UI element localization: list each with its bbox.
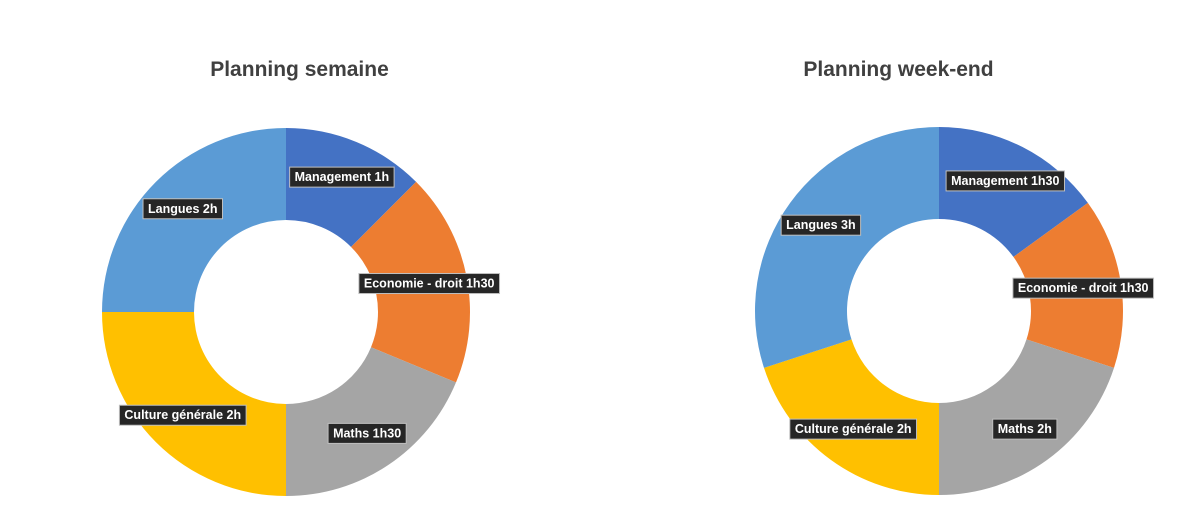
chart-planning-semaine: Planning semaine Management 1h Economie -… <box>102 58 501 496</box>
data-label-text: Culture générale 2h <box>124 408 241 422</box>
donut-chart: Management 1h30 Economie - droit 1h30 Math… <box>755 127 1155 495</box>
data-label-box <box>780 214 862 236</box>
data-label-culture-generale: Culture générale 2h <box>789 418 918 440</box>
data-label-economie-droit: Economie - droit 1h30 <box>358 273 501 295</box>
data-label-langues: Langues 2h <box>142 198 223 220</box>
data-label-box <box>945 170 1066 192</box>
data-label-maths: Maths 2h <box>992 418 1058 440</box>
data-label-text: Langues 2h <box>148 202 217 216</box>
donut-slice-langues <box>755 127 939 368</box>
data-label-box <box>142 198 223 220</box>
data-label-text: Langues 3h <box>786 218 855 232</box>
data-label-culture-generale: Culture générale 2h <box>118 404 247 426</box>
data-label-text: Management 1h30 <box>951 174 1059 188</box>
data-label-text: Maths 2h <box>998 422 1052 436</box>
data-label-text: Economie - droit 1h30 <box>364 277 495 291</box>
data-label-maths: Maths 1h30 <box>327 422 407 444</box>
data-label-box <box>327 422 407 444</box>
data-label-box <box>358 273 501 295</box>
data-label-management: Management 1h <box>289 166 395 188</box>
data-label-langues: Langues 3h <box>780 214 862 236</box>
donut-slice-management <box>939 127 1088 257</box>
data-label-management: Management 1h30 <box>945 170 1066 192</box>
data-label-text: Culture générale 2h <box>795 422 912 436</box>
chart-title: Planning week-end <box>803 58 994 81</box>
donut-slice-maths <box>939 339 1114 495</box>
data-label-box <box>992 418 1058 440</box>
data-label-box <box>1012 277 1155 299</box>
donut-chart: Management 1h Economie - droit 1h30 Maths … <box>102 128 501 496</box>
data-label-box <box>789 418 918 440</box>
donut-slice-culture-generale <box>764 339 939 495</box>
data-label-box <box>289 166 395 188</box>
data-label-text: Maths 1h30 <box>333 426 401 440</box>
data-label-text: Management 1h <box>295 170 389 184</box>
data-label-box <box>118 404 247 426</box>
donut-slice-culture-generale <box>102 312 286 496</box>
chart-title: Planning semaine <box>210 58 389 81</box>
data-label-text: Economie - droit 1h30 <box>1018 281 1149 295</box>
donut-slice-maths <box>286 347 456 496</box>
chart-planning-week-end: Planning week-end Management 1h30 Economi… <box>599 0 1198 512</box>
donut-slice-langues <box>102 128 286 312</box>
data-label-economie-droit: Economie - droit 1h30 <box>1012 277 1155 299</box>
